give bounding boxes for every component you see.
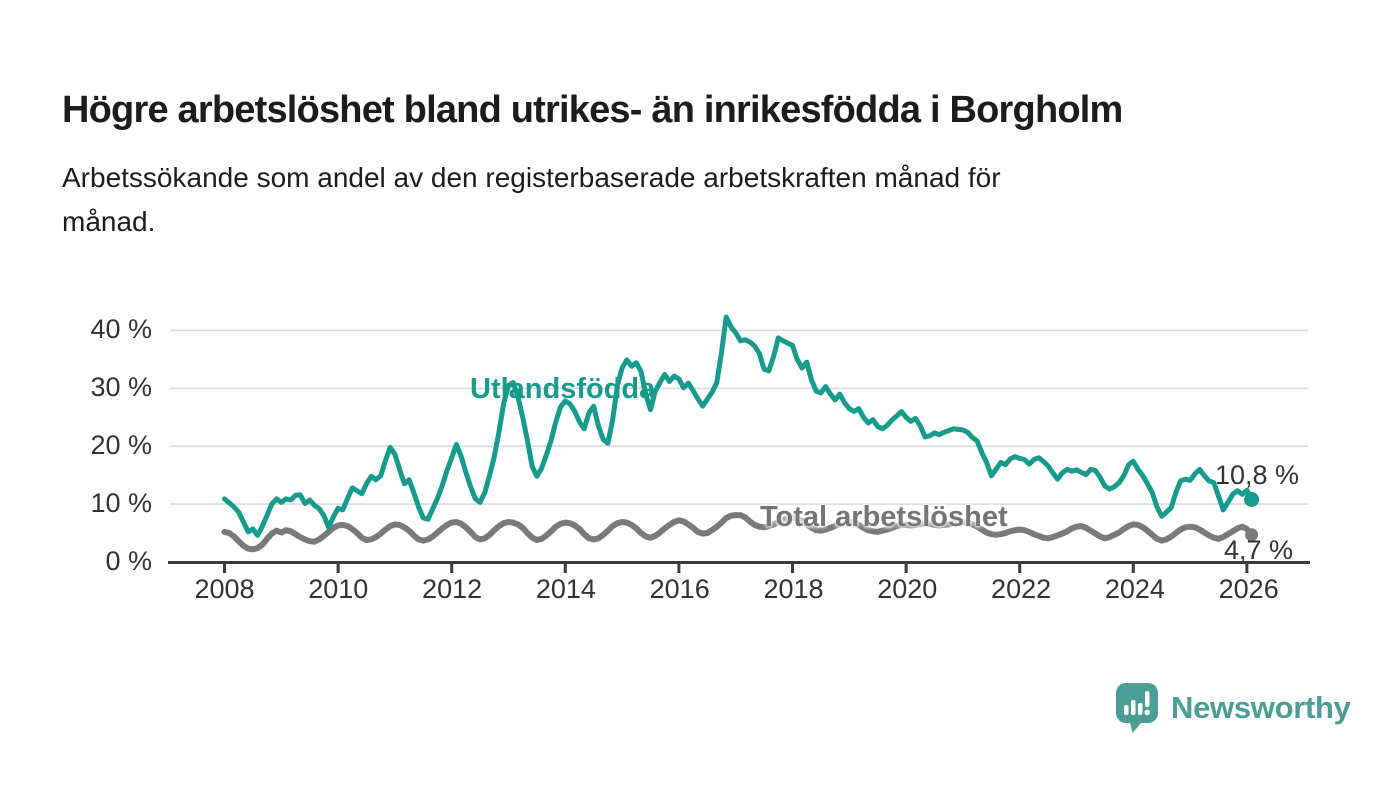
newsworthy-logo-icon [1116,683,1158,733]
chart-title: Högre arbetslöshet bland utrikes- än inr… [62,89,1123,132]
series-line-utlandsf-dda [222,314,1255,538]
y-axis-label-0: 0 % [105,546,152,576]
series-label-total-arbetsloshet: Total arbetslöshet [760,501,1008,533]
chart-subtitle-line2: månad. [62,206,156,237]
end-value-label-utlandsfodda: 10,8 % [1215,460,1300,490]
x-axis-label-2014: 2014 [535,574,596,604]
x-axis-label-2016: 2016 [649,574,710,604]
x-axis-label-2010: 2010 [308,574,369,604]
series-end-dot [1244,492,1260,507]
series-line-total-arbetsl-shet [221,512,1255,553]
chart-subtitle: Arbetssökande som andel av den registerb… [62,156,1272,244]
x-axis-label-2012: 2012 [422,574,483,604]
series-end-dot [1245,528,1259,542]
y-axis-label-10: 10 % [90,488,152,519]
newsworthy-logo: Newsworthy [1115,682,1351,734]
end-value-label-total: 4,7 % [1224,535,1294,565]
x-axis-label-2022: 2022 [991,574,1052,604]
x-axis-label-2026: 2026 [1218,574,1279,604]
y-axis-label-40: 40 % [90,314,152,344]
y-axis-label-20: 20 % [90,430,152,461]
x-axis-label-2018: 2018 [763,574,824,604]
x-axis-label-2008: 2008 [194,574,255,604]
x-axis-label-2020: 2020 [877,574,938,604]
chart-subtitle-line1: Arbetssökande som andel av den registerb… [62,162,1001,193]
y-axis-label-30: 30 % [90,372,152,403]
newsworthy-logo-text: Newsworthy [1171,690,1351,725]
series-label-utlandsfodda: Utlandsfödda [470,373,656,405]
x-axis-label-2024: 2024 [1104,574,1165,604]
